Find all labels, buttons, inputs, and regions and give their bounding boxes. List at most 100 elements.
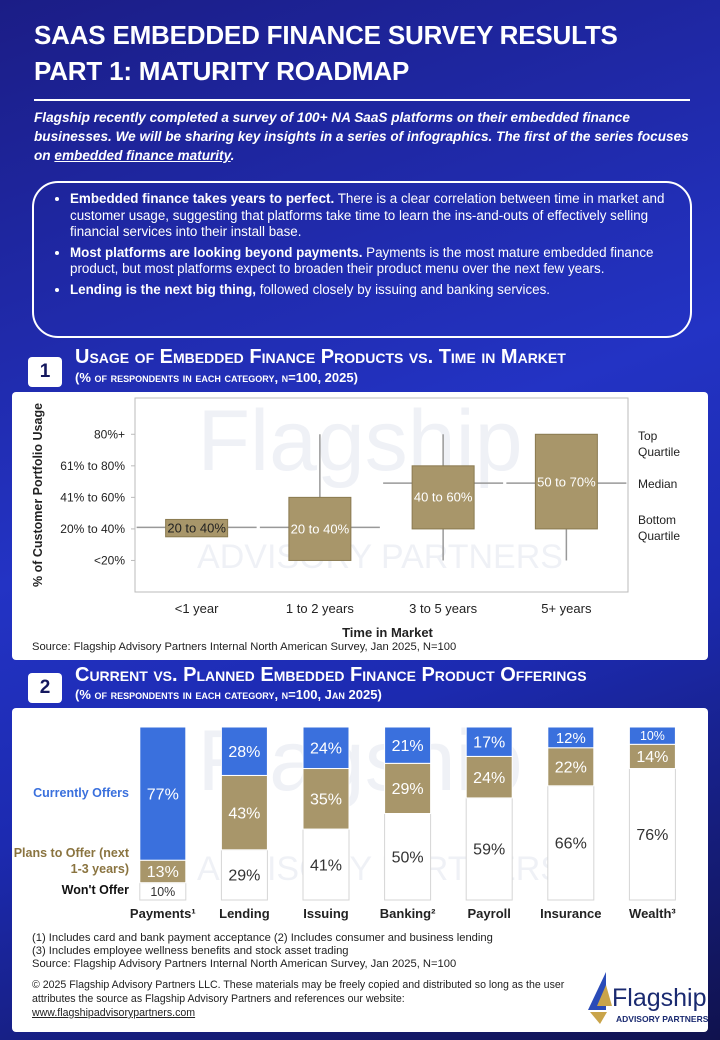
x-tick-label: 5+ years — [541, 601, 592, 616]
logo-name: Flagship — [612, 984, 707, 1012]
section-number: 2 — [28, 673, 62, 703]
key-points: Embedded finance takes years to perfect.… — [32, 181, 692, 338]
legend-entry: Plans to Offer (next 1-3 years) — [13, 846, 129, 877]
box-label: 20 to 40% — [167, 520, 226, 536]
bullet-list: Embedded finance takes years to perfect.… — [34, 191, 690, 298]
plot-frame — [134, 397, 629, 593]
bar-segment — [628, 768, 676, 901]
bar-segment — [547, 747, 595, 787]
legend-entry: Won't Offer — [61, 883, 129, 898]
divider — [34, 99, 690, 101]
bar-segment — [139, 726, 187, 861]
intro: Flagship recently completed a survey of … — [34, 108, 690, 165]
value-label: 10% — [150, 885, 175, 899]
value-label: 43% — [228, 805, 260, 822]
chart-subtitle: (% of respondents in each category, n=10… — [75, 370, 358, 385]
box-label: 40 to 60% — [413, 489, 473, 505]
logo-hull — [590, 1012, 607, 1024]
bar-segment — [547, 726, 595, 749]
x-tick-label: Wealth³ — [629, 906, 676, 921]
y-tick-label: 20% to 40% — [60, 522, 125, 536]
value-label: 17% — [473, 734, 505, 751]
bar-segment — [302, 726, 350, 770]
box — [165, 518, 229, 538]
value-label: 13% — [147, 864, 179, 881]
bar-segment — [384, 726, 432, 764]
x-tick-label: Issuing — [303, 906, 349, 921]
intro-text: Flagship recently completed a survey of … — [34, 110, 689, 163]
copyright: © 2025 Flagship Advisory Partners LLC. T… — [32, 979, 565, 1005]
legend-entry: Currently Offers — [33, 785, 129, 800]
intro-link: embedded finance maturity — [54, 148, 231, 163]
box — [288, 496, 352, 561]
title-line: PART 1: MATURITY ROADMAP — [34, 56, 410, 86]
value-label: 10% — [640, 729, 665, 743]
bar-segment — [220, 726, 268, 776]
box-label: 20 to 40% — [290, 521, 350, 537]
bullet-text: There is a clear correlation between tim… — [70, 191, 665, 239]
source: Source: Flagship Advisory Partners Inter… — [32, 958, 457, 970]
footnote: (3) Includes employee wellness benefits … — [32, 945, 349, 957]
source: Source: Flagship Advisory Partners Inter… — [32, 641, 457, 653]
bar-segment — [465, 797, 513, 901]
x-tick-label: Banking² — [380, 906, 436, 921]
value-label: 12% — [556, 730, 586, 747]
logo-sub: ADVISORY PARTNERS — [616, 1014, 709, 1024]
bar-segment — [220, 774, 268, 851]
bar-segment — [302, 768, 350, 830]
box — [534, 433, 598, 530]
intro-end: . — [230, 148, 235, 163]
bullet: Most platforms are looking beyond paymen… — [70, 245, 674, 278]
bullet: Embedded finance takes years to perfect.… — [70, 191, 674, 241]
bar-segment — [384, 813, 432, 901]
bar-segment — [628, 726, 676, 745]
x-tick-label: Payments¹ — [130, 906, 196, 921]
bullet-lead: Lending is the next big thing, — [70, 281, 256, 297]
title-line: SAAS EMBEDDED FINANCE SURVEY RESULTS — [34, 20, 618, 50]
bar-segment — [547, 785, 595, 901]
y-tick-label: 80%+ — [94, 427, 125, 441]
box-label: 50 to 70% — [537, 474, 596, 490]
footnote: (1) Includes card and bank payment accep… — [32, 932, 493, 944]
value-label: 77% — [147, 786, 179, 803]
bullet-lead: Most platforms are looking beyond paymen… — [70, 244, 363, 260]
chart-title: Usage of Embedded Finance Products vs. T… — [75, 346, 566, 368]
x-tick-label: Payroll — [468, 906, 511, 921]
value-label: 24% — [473, 770, 505, 787]
y-tick-label: 61% to 80% — [60, 459, 125, 473]
section-number: 1 — [28, 357, 62, 387]
value-label: 14% — [636, 749, 668, 766]
bar-segment — [465, 726, 513, 757]
website[interactable]: www.flagshipadvisorypartners.com — [32, 1007, 196, 1019]
annotation: Top Quartile — [638, 429, 681, 459]
bullet-text: Payments is the most mature embedded fin… — [70, 244, 654, 277]
chart-title: Current vs. Planned Embedded Finance Pro… — [75, 664, 587, 686]
bullet-text: followed closely by issuing and banking … — [259, 281, 551, 297]
value-label: 24% — [310, 741, 342, 758]
value-label: 21% — [392, 738, 424, 755]
x-tick-label: 3 to 5 years — [409, 601, 477, 616]
value-label: 59% — [473, 842, 505, 859]
box — [411, 465, 475, 530]
value-label: 41% — [310, 857, 342, 874]
y-tick-label: <20% — [94, 553, 125, 567]
logo-sail — [597, 985, 612, 1006]
bullet-lead: Embedded finance takes years to perfect. — [70, 191, 335, 206]
annotation: Median — [638, 477, 678, 491]
y-tick-label: 41% to 60% — [60, 490, 125, 504]
chart-subtitle: (% of respondents in each category, n=10… — [75, 687, 382, 702]
bar-segment — [465, 755, 513, 799]
value-label: 76% — [636, 827, 668, 844]
value-label: 66% — [555, 836, 587, 853]
value-label: 22% — [555, 760, 587, 777]
x-tick-label: 1 to 2 years — [286, 601, 354, 616]
x-tick-label: <1 year — [175, 601, 219, 616]
value-label: 29% — [228, 868, 260, 885]
value-label: 50% — [392, 850, 424, 867]
watermark: ADVISORY PARTNERS — [197, 538, 563, 576]
bullet: Lending is the next big thing, followed … — [70, 282, 674, 299]
value-label: 29% — [392, 781, 424, 798]
x-tick-label: Insurance — [540, 906, 601, 921]
